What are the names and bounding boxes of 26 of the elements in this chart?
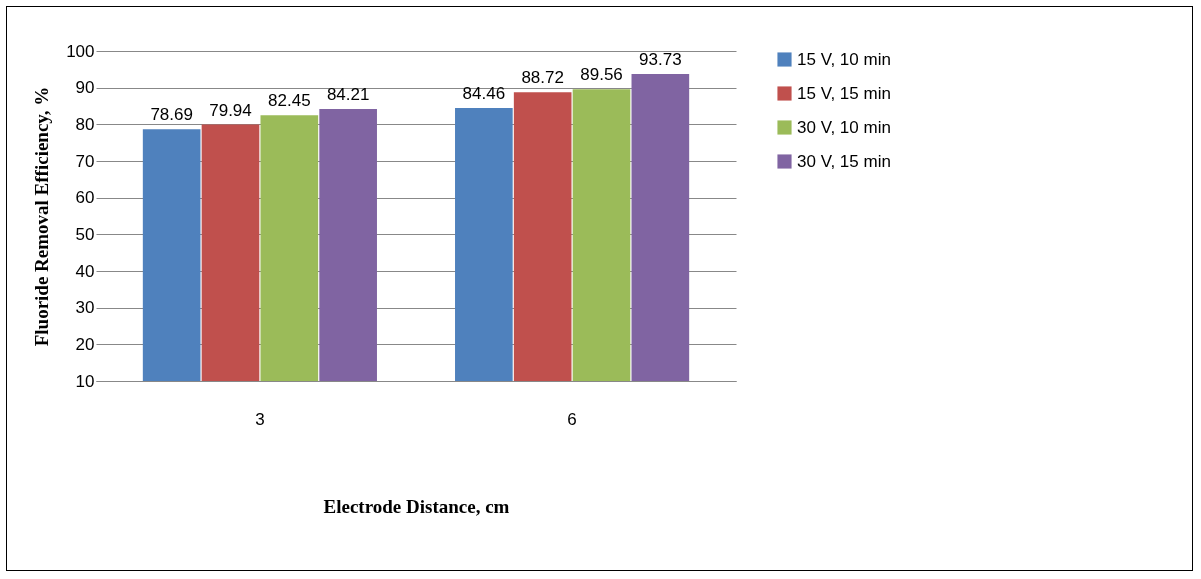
x-tick-label: 6 (567, 409, 577, 429)
legend-label: 15 V, 10 min (797, 49, 891, 69)
data-label: 79.94 (209, 100, 252, 120)
y-tick-label: 20 (75, 334, 95, 354)
y-axis-title: Fluoride Removal Efficiency, % (31, 86, 53, 347)
data-label: 89.56 (580, 65, 623, 85)
data-label: 93.73 (639, 49, 682, 69)
y-tick-label: 100 (66, 41, 95, 61)
legend-label: 30 V, 10 min (797, 117, 891, 137)
y-tick-label: 90 (75, 78, 95, 98)
data-label: 88.72 (521, 68, 564, 88)
legend-label: 15 V, 15 min (797, 83, 891, 103)
y-tick-label: 80 (75, 114, 95, 134)
y-tick-label: 50 (75, 224, 95, 244)
legend-label: 30 V, 15 min (797, 151, 891, 171)
y-tick-label: 40 (75, 261, 95, 281)
x-tick-label: 3 (255, 409, 265, 429)
data-label: 84.46 (462, 83, 506, 103)
data-label: 84.21 (326, 84, 370, 104)
y-tick-label: 70 (75, 151, 95, 171)
y-tick-label: 60 (75, 188, 95, 208)
data-label: 78.69 (150, 105, 193, 125)
y-tick-label: 10 (75, 371, 95, 391)
x-axis-title: Electrode Distance, cm (323, 495, 510, 517)
data-label: 82.45 (268, 91, 311, 111)
y-tick-label: 30 (75, 298, 95, 318)
